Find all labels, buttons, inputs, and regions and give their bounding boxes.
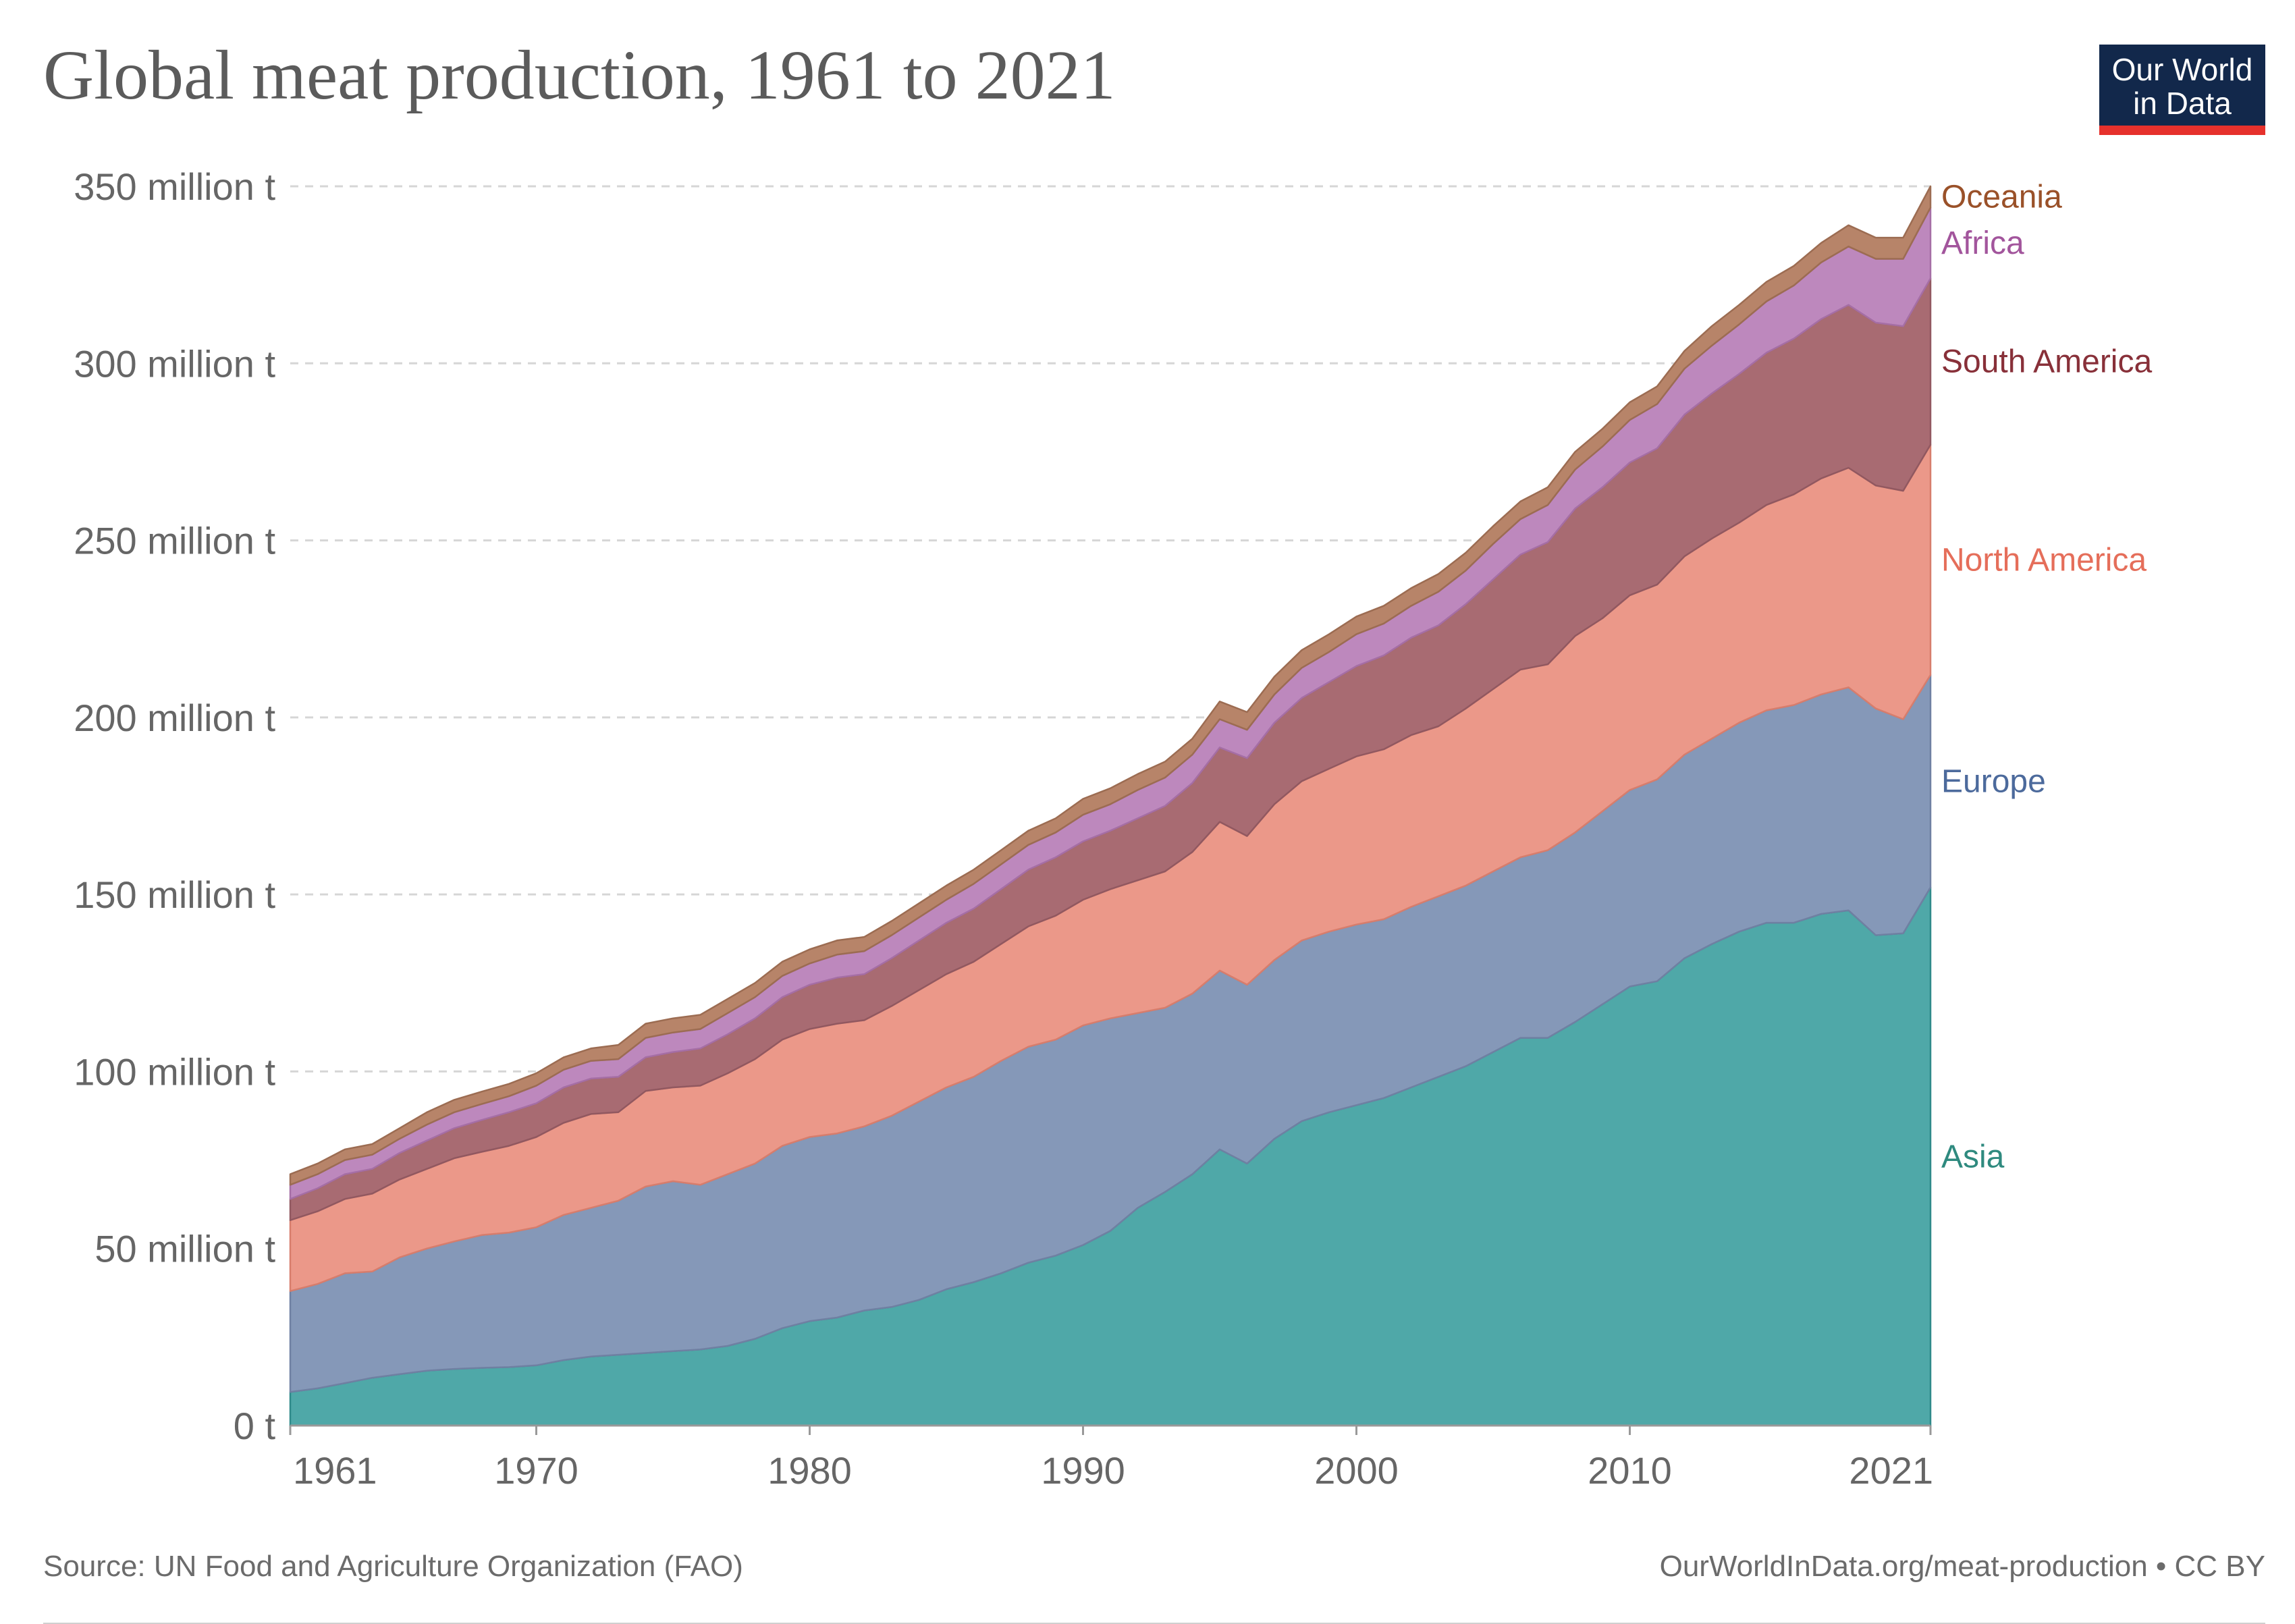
x-tick-label: 1961 xyxy=(293,1449,377,1492)
series-label-south-america: South America xyxy=(1941,344,2152,380)
area-oceania xyxy=(289,185,1932,1186)
page-title: Global meat production, 1961 to 2021 xyxy=(43,36,1116,114)
y-tick-label: 0 t xyxy=(234,1405,276,1447)
x-tick-label: 1980 xyxy=(767,1449,852,1492)
y-tick-labels: 0 t 50 million t 100 million t 150 million … xyxy=(74,165,275,1447)
series-label-oceania: Oceania xyxy=(1941,180,2062,215)
credit-link[interactable]: OurWorldInData.org/meat-production • CC … xyxy=(1659,1550,2265,1583)
x-tick-label: 1990 xyxy=(1041,1449,1125,1492)
y-tick-label: 250 million t xyxy=(74,520,275,562)
series-label-africa: Africa xyxy=(1941,225,2024,261)
series-label-europe: Europe xyxy=(1941,763,2046,799)
logo-line-2: in Data xyxy=(2133,86,2232,121)
x-tick-label: 1970 xyxy=(494,1449,578,1492)
logo-line-1: Our World xyxy=(2111,52,2253,87)
owid-logo[interactable]: Our World in Data xyxy=(2099,45,2265,135)
series-label-north-america: North America xyxy=(1941,542,2146,578)
y-tick-label: 100 million t xyxy=(74,1050,275,1093)
y-tick-label: 200 million t xyxy=(74,697,275,739)
stacked-area-chart: 0 t 50 million t 100 million t 150 million … xyxy=(74,165,2152,1492)
x-tick-label: 2010 xyxy=(1588,1449,1672,1492)
source-note: Source: UN Food and Agriculture Organiza… xyxy=(43,1550,743,1583)
area-series xyxy=(289,185,1932,1427)
x-tick-label: 2000 xyxy=(1314,1449,1399,1492)
x-tick-labels: 1961 1970 1980 1990 2000 2010 2021 xyxy=(293,1449,1933,1492)
y-tick-label: 350 million t xyxy=(74,165,275,208)
logo-accent-bar xyxy=(2099,126,2265,135)
y-tick-label: 300 million t xyxy=(74,342,275,385)
y-tick-label: 50 million t xyxy=(94,1228,275,1270)
y-tick-label: 150 million t xyxy=(74,873,275,916)
x-tick-label: 2021 xyxy=(1849,1449,1933,1492)
axes xyxy=(289,1424,1932,1435)
series-labels: Asia Europe North America South America Afri… xyxy=(1941,180,2152,1175)
series-label-asia: Asia xyxy=(1941,1139,2005,1174)
